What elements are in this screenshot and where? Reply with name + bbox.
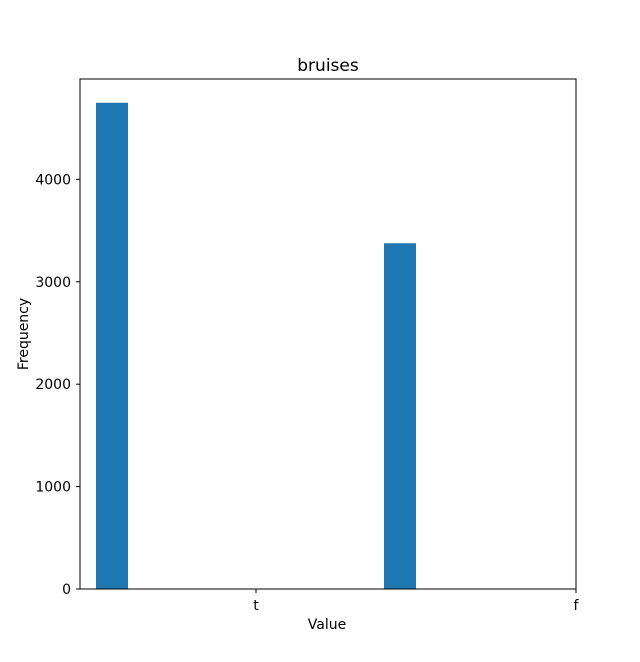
bars-layer [96,102,416,589]
y-axis-label: Frequency [16,298,32,370]
y-tick-label: 3000 [35,275,71,291]
y-tick-label: 1000 [35,480,71,496]
y-axis-ticks: 0 1000 2000 3000 4000 [35,172,80,598]
x-axis-label: Value [308,617,346,633]
y-tick-label: 2000 [35,377,71,393]
x-tick-label: f [574,598,580,614]
plot-frame [79,78,577,590]
chart-title: bruises [297,56,359,76]
bar-t [96,102,128,589]
y-tick-label: 4000 [35,172,71,188]
bar-f [384,243,416,589]
y-tick-label: 0 [62,582,71,598]
x-tick-label: t [253,598,259,614]
